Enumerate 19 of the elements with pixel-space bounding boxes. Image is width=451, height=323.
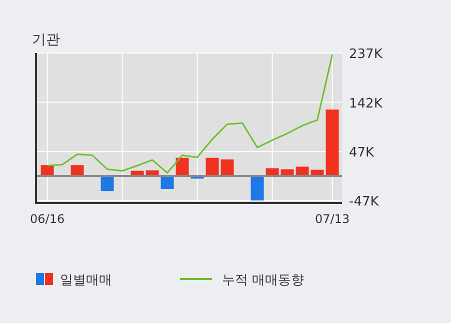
bar (176, 158, 189, 176)
y-tick-label: 47K (349, 146, 375, 161)
chart-title: 기관 (32, 32, 60, 48)
x-tick-label: 06/16 (30, 212, 65, 226)
y-tick-label: 142K (349, 96, 383, 112)
bar (70, 165, 84, 176)
x-tick-label: 07/13 (315, 212, 350, 226)
bar (220, 159, 234, 176)
legend-label: 일별매매 (60, 273, 112, 288)
bar (160, 176, 174, 189)
bar (100, 176, 114, 192)
bar (250, 176, 264, 200)
bar (296, 166, 309, 176)
legend-label: 누적 매매동향 (222, 273, 304, 288)
bar (206, 158, 219, 176)
y-tick-label: -47K (349, 194, 380, 210)
bar (266, 168, 279, 176)
bar (326, 110, 339, 176)
y-tick-label: 237K (349, 47, 383, 62)
